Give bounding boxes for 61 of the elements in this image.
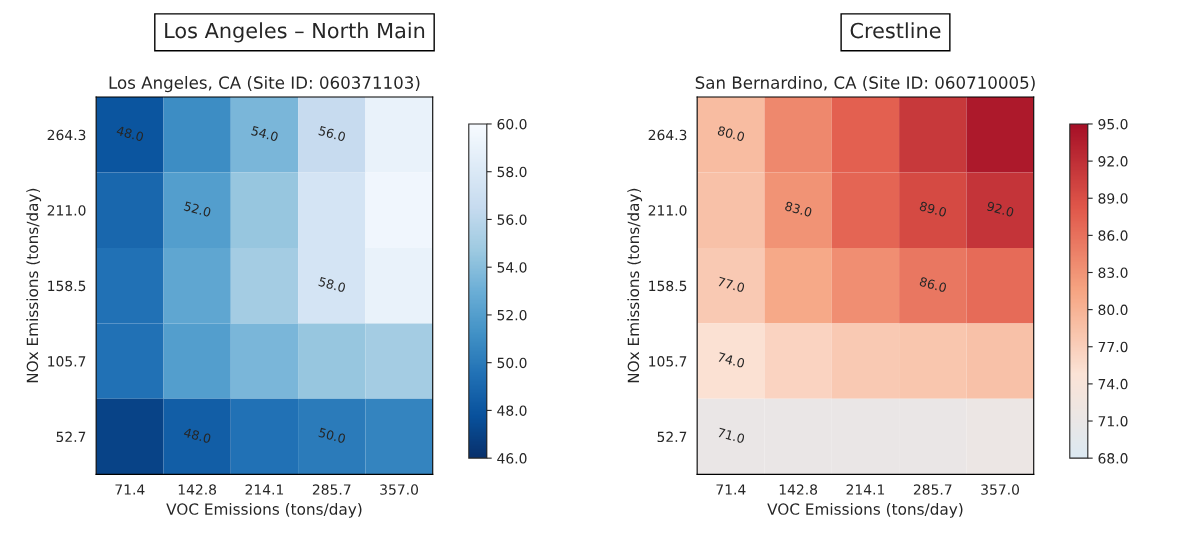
- color-bar-label: 56.0: [497, 214, 527, 225]
- annotation: 50.0: [318, 427, 346, 444]
- annotation: 52.0: [183, 201, 212, 218]
- y-tick-label: 158.5: [649, 280, 687, 292]
- annotation: 92.0: [986, 201, 1015, 218]
- x-tick-label: 142.8: [779, 484, 818, 495]
- annotation: 48.0: [183, 427, 212, 444]
- color-bar-label: 89.0: [1098, 193, 1128, 204]
- chart-subtitle: Los Angeles, CA (Site ID: 060371103): [109, 76, 420, 93]
- color-bar-label: 80.0: [1098, 304, 1128, 316]
- x-tick-label: 71.4: [115, 484, 145, 495]
- y-axis-title: NOx Emissions (tons/day): [627, 188, 643, 383]
- y-tick-label: 264.3: [648, 129, 687, 141]
- color-bar-label: 86.0: [1098, 230, 1128, 241]
- annotation: 54.0: [250, 125, 279, 142]
- color-bar-label: 58.0: [497, 166, 527, 178]
- annotation: 83.0: [784, 201, 813, 218]
- y-tick-label: 105.7: [649, 356, 687, 367]
- annotation: 56.0: [318, 125, 346, 142]
- annotation: 77.0: [717, 276, 745, 293]
- color-bar-label: 48.0: [497, 405, 527, 416]
- color-bar-label: 52.0: [497, 309, 527, 321]
- color-bar-label: 95.0: [1098, 118, 1128, 130]
- y-tick-label: 211.0: [47, 205, 86, 216]
- x-axis-title: VOC Emissions (tons/day): [767, 503, 963, 518]
- x-tick-label: 357.0: [981, 484, 1020, 495]
- chart-title: Los Angeles – North Main: [165, 22, 425, 43]
- annotation: 58.0: [318, 276, 346, 293]
- annotation: 80.0: [717, 125, 745, 142]
- color-bar-label: 77.0: [1098, 341, 1128, 353]
- color-bar-label: 60.0: [497, 118, 527, 130]
- x-tick-label: 214.1: [245, 484, 284, 495]
- annotation: 48.0: [116, 125, 144, 142]
- color-bar-label: 71.0: [1098, 415, 1128, 427]
- color-bar-label: 46.0: [497, 453, 527, 464]
- x-tick-label: 285.7: [312, 484, 351, 495]
- annotation: 74.0: [717, 352, 745, 369]
- chart-title: Crestline: [850, 22, 941, 39]
- color-bar-label: 74.0: [1098, 378, 1128, 390]
- y-tick-label: 52.7: [56, 431, 86, 443]
- x-tick-label: 71.4: [716, 484, 746, 495]
- y-tick-label: 211.0: [648, 205, 687, 216]
- x-tick-label: 285.7: [913, 484, 952, 495]
- x-tick-label: 357.0: [380, 484, 419, 495]
- color-bar-label: 92.0: [1098, 156, 1128, 167]
- x-tick-label: 214.1: [846, 484, 885, 495]
- color-bar-label: 68.0: [1098, 453, 1128, 464]
- y-tick-label: 264.3: [47, 129, 86, 141]
- annotation: 89.0: [919, 201, 947, 218]
- x-axis-title: VOC Emissions (tons/day): [166, 503, 362, 518]
- color-bar-label: 83.0: [1098, 267, 1128, 278]
- x-tick-label: 142.8: [178, 484, 217, 495]
- color-bar-label: 54.0: [497, 262, 527, 273]
- y-tick-label: 158.5: [48, 280, 86, 292]
- chart-subtitle: San Bernardino, CA (Site ID: 060710005): [695, 76, 1035, 91]
- y-axis-title: NOx Emissions (tons/day): [26, 188, 42, 383]
- annotation: 86.0: [919, 276, 947, 293]
- color-bar-label: 50.0: [497, 357, 527, 369]
- y-tick-label: 105.7: [48, 356, 86, 367]
- y-tick-label: 52.7: [657, 431, 687, 443]
- annotation: 71.0: [717, 427, 745, 444]
